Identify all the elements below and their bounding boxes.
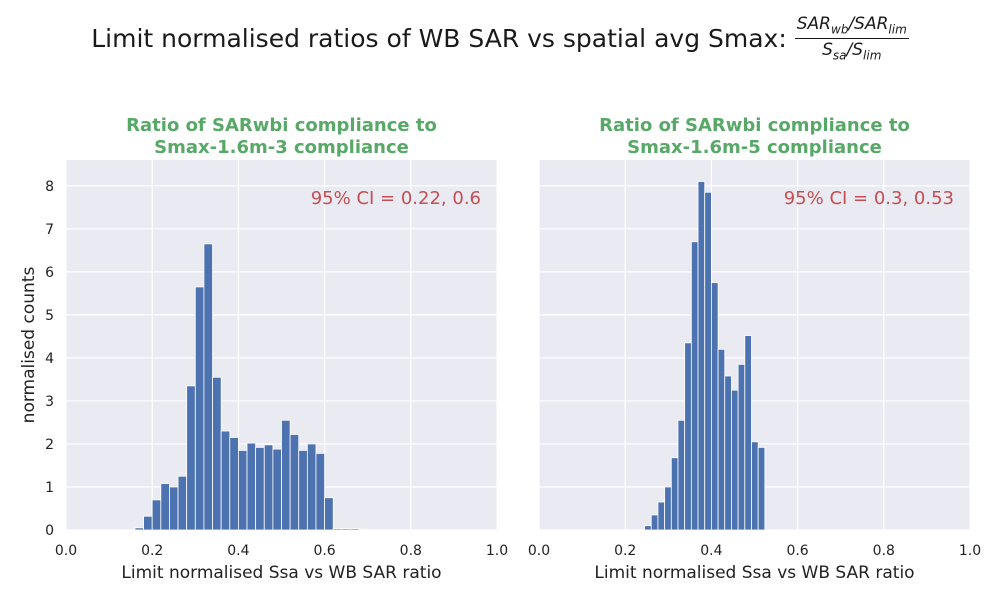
histogram-bar [151, 499, 162, 531]
histogram-bar [731, 389, 739, 531]
formula-numerator: SARwb/SARlim [794, 14, 909, 39]
histogram-bar [203, 243, 213, 531]
histogram-bar [704, 191, 712, 531]
x-tick-label: 0.2 [614, 543, 636, 559]
histogram-bar [650, 514, 659, 531]
x-tick-label: 0.6 [786, 543, 808, 559]
histogram-bar [697, 181, 706, 531]
formula-den-a: S [822, 39, 833, 60]
y-tick-label: 0 [45, 523, 54, 539]
x-tick-label: 0.0 [55, 543, 77, 559]
y-axis-label: normalised counts [19, 267, 39, 424]
y-tick-label: 3 [45, 394, 54, 410]
panel-title-line: Ratio of SARwbi compliance to [599, 115, 910, 136]
histogram-bar [306, 443, 317, 531]
histogram-bar [751, 441, 759, 531]
histogram-bar [281, 419, 291, 531]
x-axis-label: Limit normalised Ssa vs WB SAR ratio [121, 563, 441, 583]
histogram-bar [670, 457, 679, 531]
x-axis-label: Limit normalised Ssa vs WB SAR ratio [594, 563, 914, 583]
histogram-bar [644, 525, 652, 531]
ci-annotation: 95% CI = 0.3, 0.53 [784, 188, 954, 209]
histogram-bar [194, 286, 205, 531]
figure-suptitle: Limit normalised ratios of WB SAR vs spa… [0, 8, 1000, 68]
histogram-bar [298, 450, 308, 531]
histogram-bar [724, 375, 732, 531]
histogram-bar [744, 335, 752, 531]
formula-num-a: SAR [796, 14, 831, 35]
x-tick-label: 0.2 [141, 543, 163, 559]
histogram-bar [229, 437, 239, 531]
histogram-bar [341, 528, 351, 531]
formula-den-a-sub: sa [832, 47, 847, 62]
x-tick-label: 0.8 [400, 543, 422, 559]
histogram-bar [757, 446, 766, 531]
histogram-bar [177, 475, 188, 531]
histogram-bar [657, 501, 666, 531]
histogram-bar [677, 419, 686, 531]
histogram-bar [332, 528, 343, 531]
histogram-bar [690, 241, 699, 531]
histogram-bar [246, 442, 257, 531]
histogram-bar [263, 444, 274, 531]
panel-title-line: Smax-1.6m-5 compliance [627, 137, 882, 158]
formula-num-slash: / [848, 14, 855, 35]
histogram-bar [186, 385, 196, 531]
suptitle-text: Limit normalised ratios of WB SAR vs spa… [91, 23, 787, 53]
histogram-bar [169, 486, 179, 531]
histogram-bar [220, 430, 231, 531]
x-tick-label: 0.4 [227, 543, 249, 559]
formula-den-b-sub: lim [863, 47, 882, 62]
ci-annotation: 95% CI = 0.22, 0.6 [311, 188, 481, 209]
histogram-bar [711, 282, 719, 531]
y-tick-label: 2 [45, 437, 54, 453]
histogram-bar [212, 376, 222, 531]
formula-den-slash: / [846, 39, 853, 60]
y-tick-label: 8 [45, 179, 54, 195]
histogram-bar [143, 515, 153, 531]
x-tick-label: 0.4 [700, 543, 722, 559]
histogram-bar [289, 434, 300, 531]
formula-num-b: SAR [854, 14, 889, 35]
x-tick-label: 0.0 [528, 543, 550, 559]
formula-num-a-sub: wb [831, 22, 849, 37]
ratio-formula: SARwb/SARlim Ssa/Slim [794, 14, 909, 62]
panel-2: 0.0 0.2 0.4 0.6 0.8 1.0 Ratio of SARwbi compli… [528, 115, 981, 583]
histogram-bar [737, 363, 746, 531]
panel-1: 0.0 0.2 0.4 0.6 0.8 1.0 0 1 2 3 4 5 6 7 8 Ratio of SARw… [19, 115, 508, 583]
y-tick-label: 5 [45, 308, 54, 324]
histogram-bar [315, 453, 326, 531]
histogram-bar [160, 483, 170, 531]
y-tick-label: 4 [45, 351, 54, 367]
histogram-bar [717, 348, 726, 531]
histogram-bar [272, 448, 282, 531]
formula-num-b-sub: lim [888, 22, 907, 37]
formula-denominator: Ssa/Slim [822, 39, 881, 62]
histogram-bar [237, 450, 248, 531]
histogram-bar [134, 527, 144, 531]
histogram-bar [350, 528, 360, 531]
histogram-bar [664, 486, 672, 531]
x-tick-label: 0.6 [313, 543, 335, 559]
x-tick-label: 0.8 [873, 543, 895, 559]
histogram-bar [358, 528, 369, 531]
histogram-bar [324, 497, 334, 531]
histogram-bar [255, 446, 265, 531]
panel-title-line: Ratio of SARwbi compliance to [126, 115, 437, 136]
y-tick-label: 6 [45, 265, 54, 281]
panel-title-line: Smax-1.6m-3 compliance [154, 137, 409, 158]
histogram-bar [684, 342, 692, 531]
y-tick-label: 1 [45, 480, 54, 496]
y-tick-label: 7 [45, 222, 54, 238]
formula-den-b: S [852, 39, 864, 60]
x-tick-label: 1.0 [959, 543, 981, 559]
x-tick-label: 1.0 [486, 543, 508, 559]
